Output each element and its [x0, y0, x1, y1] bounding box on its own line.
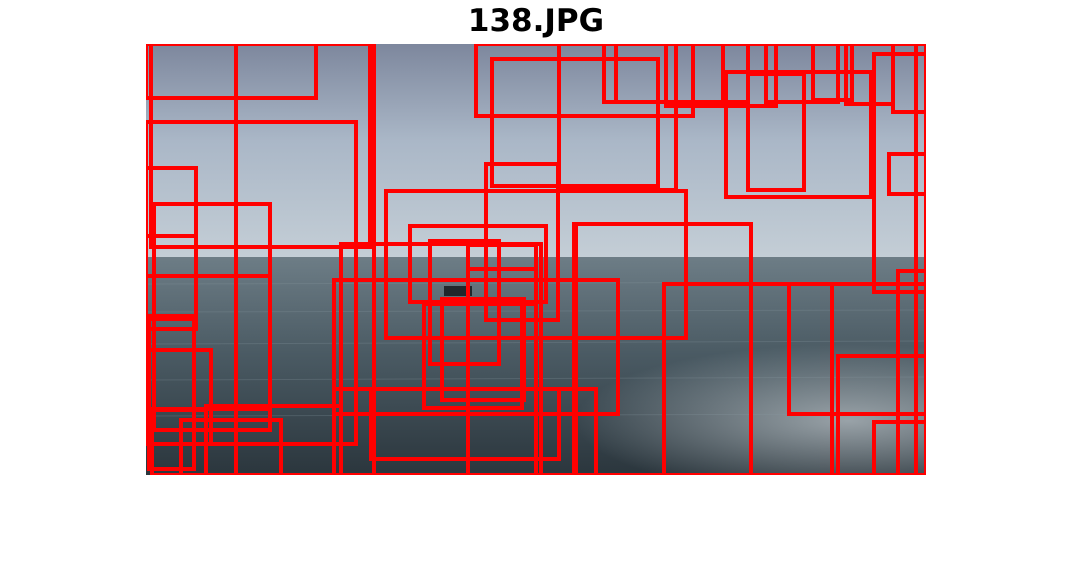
detection-box	[466, 267, 538, 475]
detection-box	[484, 162, 560, 322]
photo-canvas	[146, 44, 926, 475]
detection-box	[339, 242, 543, 475]
detection-box	[146, 44, 318, 100]
detection-box	[830, 282, 926, 475]
detection-box	[369, 387, 561, 461]
detection-box	[422, 302, 524, 410]
sky	[146, 44, 926, 259]
detection-box	[149, 44, 372, 249]
detection-box	[234, 44, 376, 475]
detection-box	[332, 278, 620, 416]
boat	[444, 286, 472, 296]
detection-box	[557, 44, 678, 192]
detection-box	[146, 348, 213, 446]
detection-boxes	[146, 44, 926, 475]
detection-box	[574, 222, 753, 475]
detection-box	[914, 44, 926, 475]
detection-box	[490, 57, 660, 188]
detection-box	[836, 354, 926, 475]
detection-box	[474, 44, 695, 118]
detection-box	[147, 314, 196, 471]
detection-box	[746, 72, 806, 192]
detection-box	[764, 44, 840, 104]
detection-box	[146, 120, 358, 446]
detection-box	[891, 44, 926, 114]
detection-box	[811, 44, 854, 102]
detection-box	[179, 418, 283, 475]
detection-box	[887, 152, 926, 196]
detection-box	[614, 44, 725, 104]
photo-with-detection-boxes	[146, 44, 926, 475]
figure-title: 138.JPG	[467, 3, 605, 39]
detection-box	[896, 269, 926, 475]
